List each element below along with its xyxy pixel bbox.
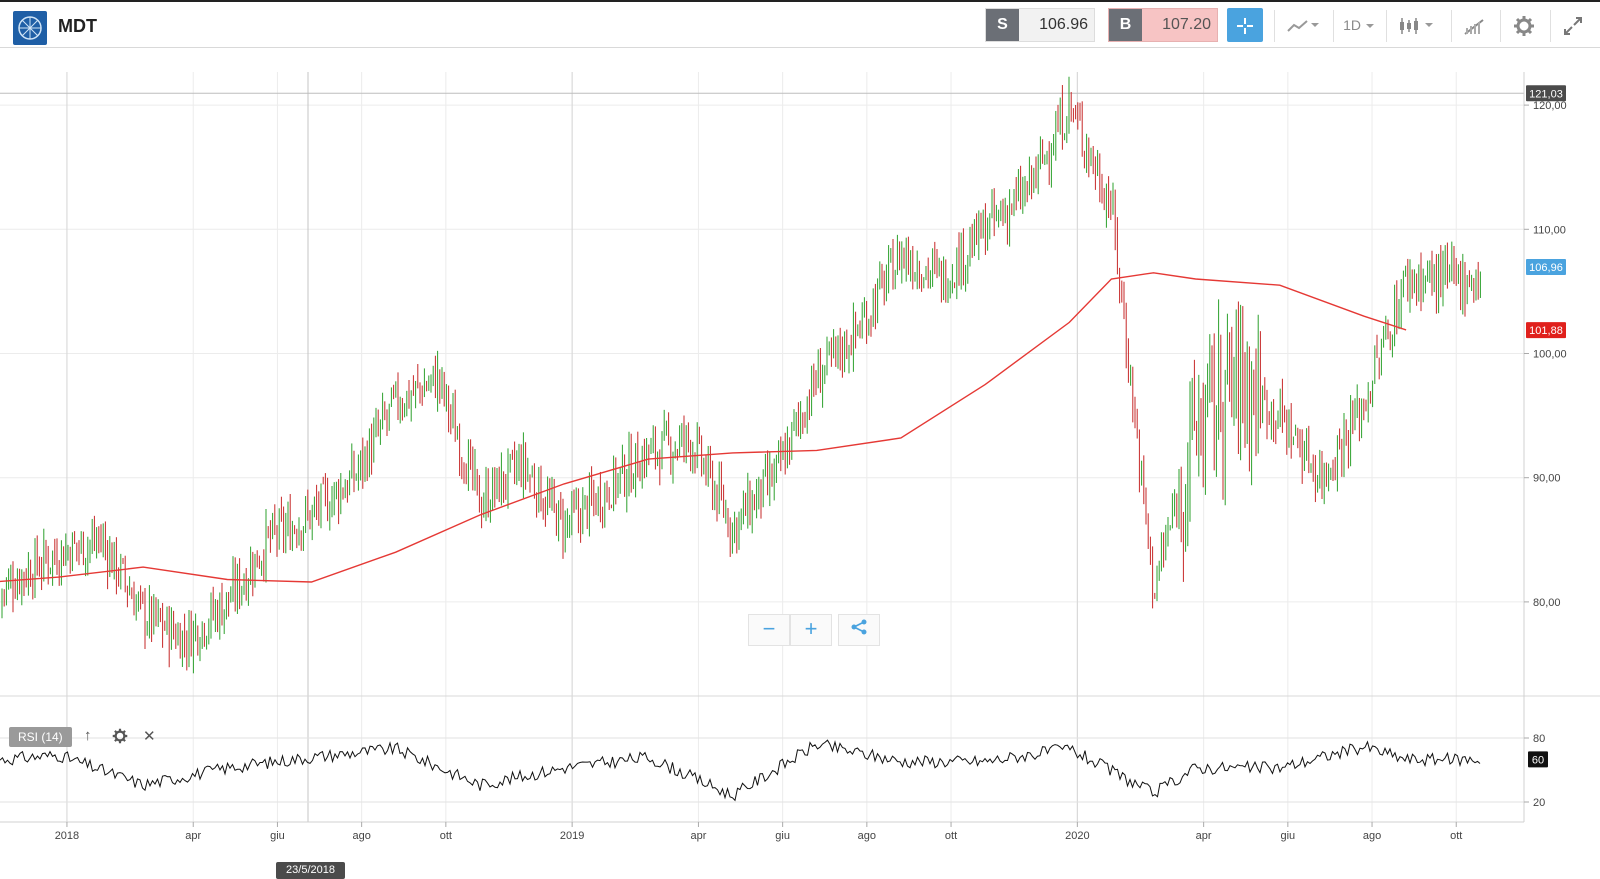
time-tick-label: giu [270,830,285,842]
timeframe-button[interactable]: 1D [1338,8,1380,42]
zoom-controls: − + [748,614,880,646]
rsi-tick-label: 20 [1533,797,1545,809]
price-chart[interactable]: 80,00 90,00 100,00 110,00 120,00 80 20 2018 apr g… [0,48,1600,879]
moving-average-line [0,272,1407,583]
crosshair-button[interactable] [1227,8,1263,42]
rsi-value-label: 60 [1532,754,1544,766]
price-tick-label: 120,00 [1533,100,1567,112]
rsi-tick-label: 80 [1533,733,1545,745]
toolbar-divider [1550,10,1551,42]
toolbar-divider [1386,10,1387,42]
high-price-label: 121,03 [1529,88,1563,100]
price-tick-label: 90,00 [1533,473,1561,485]
toolbar-divider [1500,10,1501,42]
time-tick-label: 2020 [1065,830,1089,842]
moving-average-badge [1526,322,1566,339]
buy-label: B [1109,9,1142,41]
time-tick-label: 2018 [55,830,79,842]
drawing-tools-button[interactable] [1457,8,1493,42]
candles-button[interactable] [1392,8,1444,42]
time-tick-label: ago [858,830,876,842]
zoom-in-button[interactable]: + [790,614,832,646]
price-tick-label: 110,00 [1533,224,1566,236]
time-tick-label: apr [690,830,706,842]
chevron-down-icon [1365,17,1375,33]
fullscreen-icon [1563,17,1583,36]
price-tick-label: 80,00 [1533,597,1561,609]
crosshair-date-tooltip: 23/5/2018 [276,862,345,879]
toolbar-divider [1333,10,1334,42]
last-price-label: 106,96 [1529,262,1563,274]
high-price-badge [1526,85,1566,102]
price-tick-label: 100,00 [1533,349,1567,361]
time-tick-label: giu [1280,830,1295,842]
chart-type-icon [1287,17,1321,33]
share-icon [850,616,868,641]
rsi-value-badge [1528,751,1548,768]
toolbar-divider [1451,10,1452,42]
arrow-up-icon[interactable]: ↑ [84,727,92,744]
instrument-logo [13,11,47,45]
settings-button[interactable] [1506,8,1542,42]
top-bar: MDT S 106.96 B 107.20 1D [0,0,1600,48]
buy-price: 107.20 [1162,16,1211,33]
time-tick-label: giu [775,830,790,842]
buy-button[interactable]: B 107.20 [1108,8,1218,42]
time-tick-label: apr [1196,830,1212,842]
fullscreen-button[interactable] [1555,8,1591,42]
time-tick-label: ago [352,830,370,842]
time-tick-label: ott [945,830,957,842]
drawing-icon [1463,17,1487,36]
gear-icon [1513,16,1535,37]
close-icon[interactable]: ✕ [143,728,156,745]
timeframe-label: 1D [1343,17,1361,33]
rsi-line [0,739,1481,802]
rsi-indicator-label[interactable]: RSI (14) [9,727,72,747]
time-tick-label: apr [185,830,201,842]
moving-average-label: 101,88 [1529,325,1563,337]
last-price-badge [1526,259,1566,276]
sell-label: S [986,9,1019,41]
time-tick-label: ago [1363,830,1381,842]
share-button[interactable] [838,614,880,646]
crosshair-icon [1235,17,1255,35]
candles-icon [1398,17,1438,35]
instrument-symbol: MDT [58,16,97,36]
gear-icon[interactable] [112,728,128,748]
sell-button[interactable]: S 106.96 [985,8,1095,42]
time-tick-label: ott [1450,830,1462,842]
zoom-out-button[interactable]: − [748,614,790,646]
time-tick-label: ott [440,830,452,842]
toolbar-divider [1274,10,1275,42]
sell-price: 106.96 [1039,16,1088,33]
chart-type-button[interactable] [1280,8,1328,42]
time-tick-label: 2019 [560,830,584,842]
